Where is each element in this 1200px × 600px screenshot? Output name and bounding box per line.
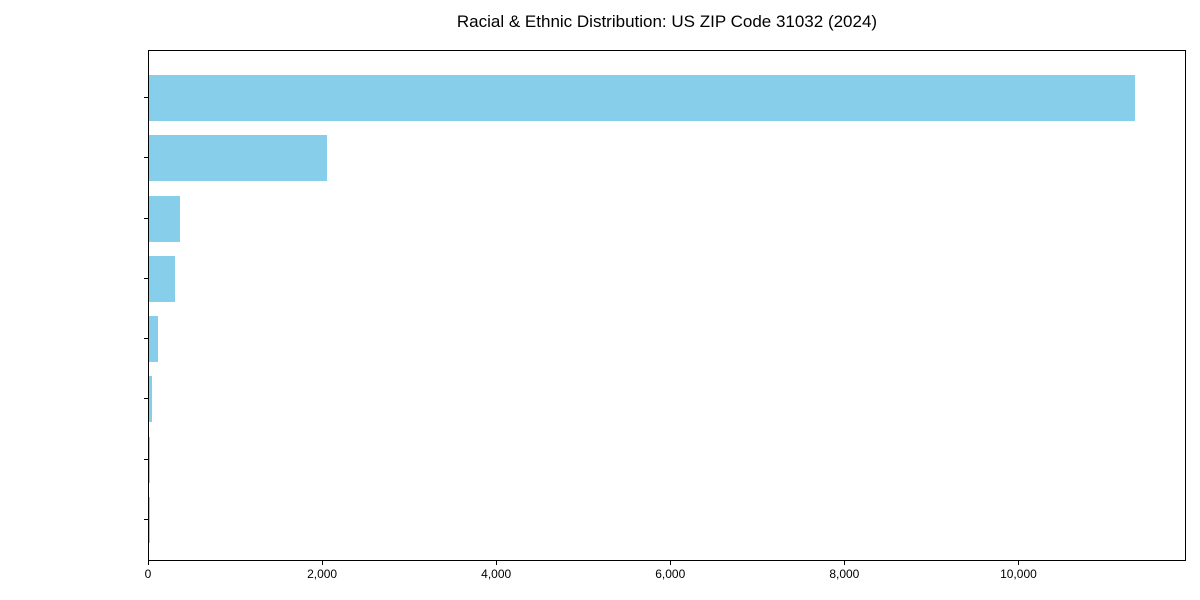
y-tick-mark xyxy=(144,277,148,279)
y-tick-mark xyxy=(144,518,148,520)
bar-row xyxy=(149,249,1185,309)
x-tick-label: 8,000 xyxy=(829,567,860,581)
x-tick-mark xyxy=(844,561,846,565)
x-tick-label: 2,000 xyxy=(307,567,338,581)
bar-row xyxy=(149,430,1185,490)
bar-row xyxy=(149,189,1185,249)
x-tick-mark xyxy=(670,561,672,565)
plot-area xyxy=(148,50,1186,561)
x-tick-mark xyxy=(322,561,324,565)
x-tick-mark xyxy=(496,561,498,565)
bar xyxy=(149,135,328,182)
y-tick-mark xyxy=(144,157,148,159)
bar-row xyxy=(149,68,1185,128)
x-tick-label: 6,000 xyxy=(655,567,686,581)
bar xyxy=(149,436,150,483)
y-tick-mark xyxy=(144,97,148,99)
x-tick-label: 10,000 xyxy=(1000,567,1037,581)
bar xyxy=(149,195,181,242)
y-tick-mark xyxy=(144,398,148,400)
bar-row xyxy=(149,369,1185,429)
bar xyxy=(149,376,152,423)
x-tick-mark xyxy=(1018,561,1020,565)
bar xyxy=(149,75,1136,122)
bar-row xyxy=(149,128,1185,188)
bar xyxy=(149,255,175,302)
x-tick-label: 4,000 xyxy=(481,567,512,581)
y-tick-mark xyxy=(144,458,148,460)
x-tick-mark xyxy=(148,561,149,565)
chart-title: Racial & Ethnic Distribution: US ZIP Cod… xyxy=(456,12,878,31)
bar xyxy=(149,316,158,363)
y-tick-mark xyxy=(144,217,148,219)
y-tick-mark xyxy=(144,338,148,340)
x-tick-label: 0 xyxy=(144,567,152,581)
bar-row xyxy=(149,490,1185,550)
bar-row xyxy=(149,309,1185,369)
